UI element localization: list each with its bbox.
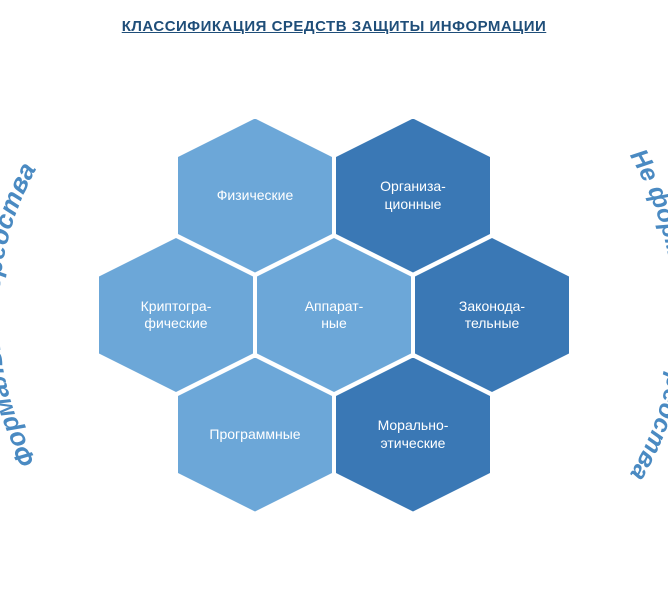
hex-physical: Физические [178, 119, 332, 273]
hex-label: Законода-тельные [427, 298, 557, 333]
hex-label: Программные [190, 426, 320, 444]
hex-label: Криптогра-фические [111, 298, 241, 333]
hex-label: Аппарат-ные [269, 298, 399, 333]
hex-moral: Морально-этические [336, 358, 490, 512]
hex-legislative: Законода-тельные [415, 238, 569, 392]
page-title: КЛАССИФИКАЦИЯ СРЕДСТВ ЗАЩИТЫ ИНФОРМАЦИИ [0, 18, 668, 35]
hex-organizational: Организа-ционные [336, 119, 490, 273]
hex-hardware: Аппарат-ные [257, 238, 411, 392]
arc-left-text: Формальные средства [0, 157, 42, 472]
arc-right-text: Не формальные средства [624, 144, 668, 486]
page-title-text: КЛАССИФИКАЦИЯ СРЕДСТВ ЗАЩИТЫ ИНФОРМАЦИИ [122, 18, 547, 35]
hex-label: Физические [190, 187, 320, 205]
diagram-stage: КЛАССИФИКАЦИЯ СРЕДСТВ ЗАЩИТЫ ИНФОРМАЦИИ … [0, 0, 668, 587]
hex-label: Морально-этические [348, 417, 478, 452]
hex-cryptographic: Криптогра-фические [99, 238, 253, 392]
hex-software: Программные [178, 358, 332, 512]
hex-label: Организа-ционные [348, 178, 478, 213]
